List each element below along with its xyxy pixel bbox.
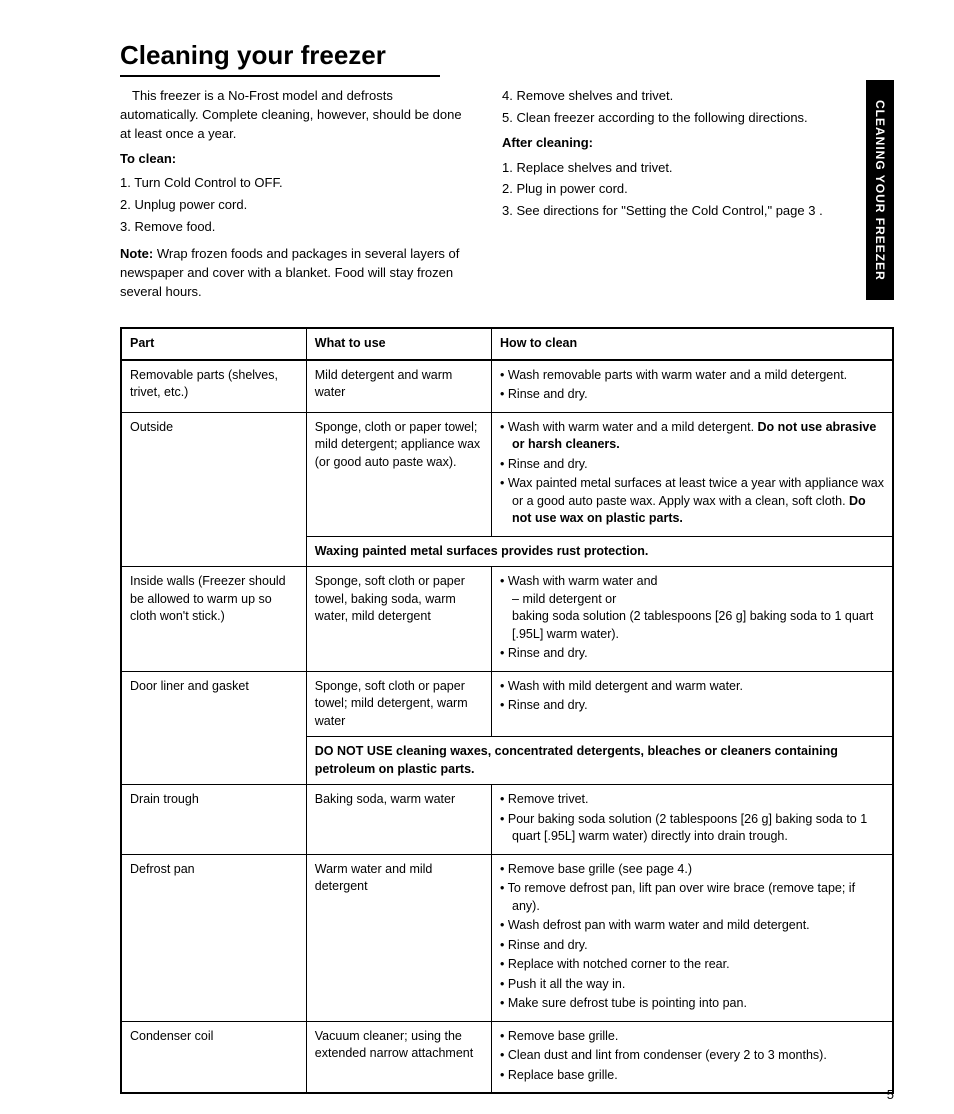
table-row: Inside walls (Freezer should be allowed … [121, 567, 893, 672]
th-how: How to clean [492, 328, 893, 360]
cell-how: Wash with mild detergent and warm water.… [492, 671, 893, 737]
cell-part: Drain trough [121, 785, 306, 855]
th-part: Part [121, 328, 306, 360]
cell-use: Vacuum cleaner; using the extended narro… [306, 1021, 491, 1093]
side-tab: CLEANING YOUR FREEZER [866, 80, 894, 300]
banner-cell: Waxing painted metal surfaces provides r… [306, 536, 893, 567]
table-row: Removable parts (shelves, trivet, etc.)M… [121, 360, 893, 413]
cell-how: Remove base grille (see page 4.)To remov… [492, 854, 893, 1021]
table-row: Drain troughBaking soda, warm waterRemov… [121, 785, 893, 855]
list-item: 5. Clean freezer according to the follow… [502, 109, 854, 128]
cell-part: Condenser coil [121, 1021, 306, 1093]
banner-cell: DO NOT USE cleaning waxes, concentrated … [306, 737, 893, 785]
list-item: 1. Replace shelves and trivet. [502, 159, 854, 178]
cell-part: Inside walls (Freezer should be allowed … [121, 567, 306, 672]
cell-part: Removable parts (shelves, trivet, etc.) [121, 360, 306, 413]
cell-part: Defrost pan [121, 854, 306, 1021]
cell-how: Wash with warm water and a mild detergen… [492, 412, 893, 536]
note-label: Note: [120, 246, 153, 261]
to-clean-head: To clean: [120, 150, 472, 169]
cell-use: Sponge, soft cloth or paper towel, bakin… [306, 567, 491, 672]
after-list: 1. Replace shelves and trivet. 2. Plug in… [502, 159, 854, 222]
cell-use: Baking soda, warm water [306, 785, 491, 855]
cell-use: Sponge, soft cloth or paper towel; mild … [306, 671, 491, 737]
table-row: Door liner and gasketSponge, soft cloth … [121, 671, 893, 737]
cell-use: Sponge, cloth or paper towel; mild deter… [306, 412, 491, 536]
after-cleaning-head: After cleaning: [502, 134, 854, 153]
cell-use: Warm water and mild detergent [306, 854, 491, 1021]
list-item: 2. Plug in power cord. [502, 180, 854, 199]
list-item: 3. Remove food. [120, 218, 472, 237]
table-row: OutsideSponge, cloth or paper towel; mil… [121, 412, 893, 536]
page-title: Cleaning your freezer [120, 40, 440, 77]
note: Note: Wrap frozen foods and packages in … [120, 245, 472, 302]
list-item: 1. Turn Cold Control to OFF. [120, 174, 472, 193]
cleaning-table: Part What to use How to clean Removable … [120, 327, 894, 1094]
table-row: Defrost panWarm water and mild detergent… [121, 854, 893, 1021]
cell-how: Remove base grille.Clean dust and lint f… [492, 1021, 893, 1093]
th-use: What to use [306, 328, 491, 360]
intro-columns: This freezer is a No-Frost model and def… [120, 87, 894, 307]
list-item: 4. Remove shelves and trivet. [502, 87, 854, 106]
list-item: 2. Unplug power cord. [120, 196, 472, 215]
cell-how: Wash with warm water and – mild detergen… [492, 567, 893, 672]
intro-text: This freezer is a No-Frost model and def… [120, 87, 472, 144]
note-text: Wrap frozen foods and packages in severa… [120, 246, 459, 299]
cell-use: Mild detergent and warm water [306, 360, 491, 413]
cell-part: Door liner and gasket [121, 671, 306, 785]
to-clean-list: 1. Turn Cold Control to OFF. 2. Unplug po… [120, 174, 472, 237]
table-header-row: Part What to use How to clean [121, 328, 893, 360]
intro-col-right: 4. Remove shelves and trivet. 5. Clean fr… [502, 87, 894, 307]
cell-how: Remove trivet.Pour baking soda solution … [492, 785, 893, 855]
list-item: 3. See directions for "Setting the Cold … [502, 202, 854, 221]
cell-how: Wash removable parts with warm water and… [492, 360, 893, 413]
table-row: Condenser coilVacuum cleaner; using the … [121, 1021, 893, 1093]
pre-after-list: 4. Remove shelves and trivet. 5. Clean fr… [502, 87, 854, 128]
intro-col-left: This freezer is a No-Frost model and def… [120, 87, 472, 307]
cell-part: Outside [121, 412, 306, 567]
